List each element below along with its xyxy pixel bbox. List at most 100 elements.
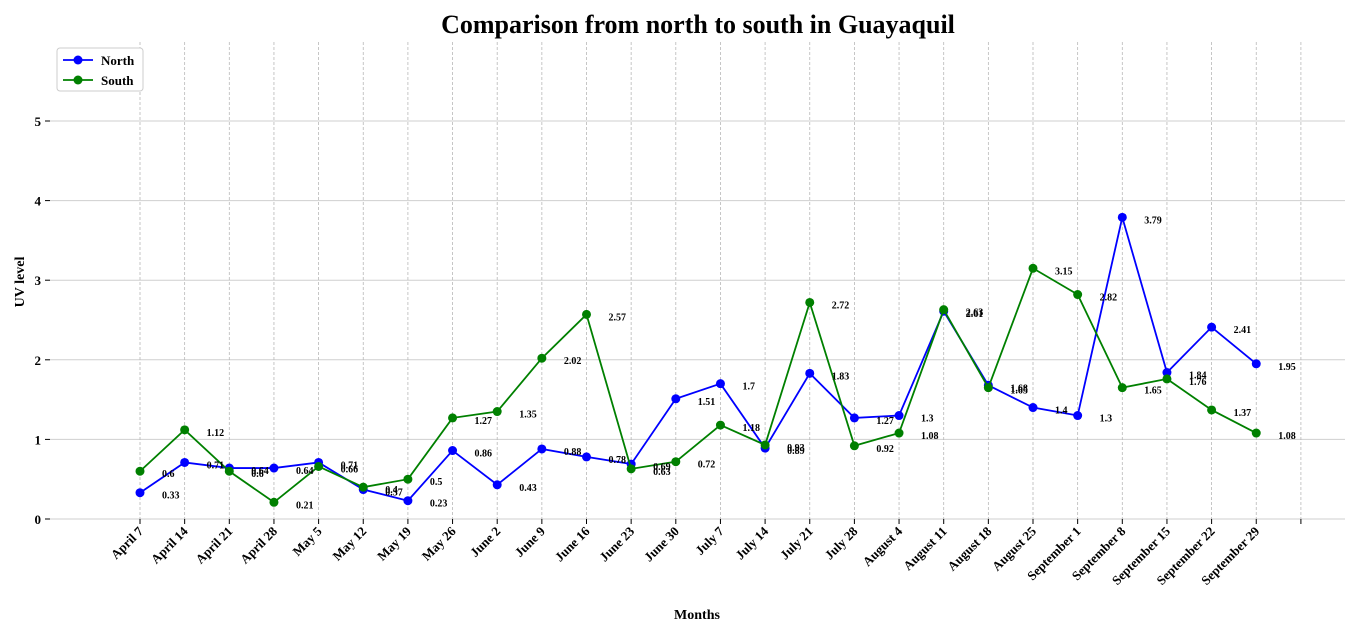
data-point-south	[1028, 263, 1038, 273]
data-label-south: 0.21	[296, 500, 314, 511]
grid	[50, 42, 1345, 520]
data-point-south	[582, 309, 591, 319]
x-tick-label: July 21	[777, 524, 816, 563]
data-label-north: 1.68	[1010, 383, 1028, 394]
data-point-north	[492, 480, 502, 490]
data-label-north: 1.3	[1100, 414, 1113, 425]
x-tick-label: May 19	[374, 523, 414, 563]
data-label-north: 1.3	[921, 414, 934, 425]
data-label-south: 1.35	[519, 410, 537, 421]
x-tick-label: June 9	[512, 523, 549, 560]
series-line-south	[139, 266, 1257, 504]
data-label-south: 1.37	[1234, 408, 1252, 419]
data-label-south: 0.4	[385, 485, 398, 496]
data-point-south	[492, 407, 502, 417]
data-point-south	[1073, 290, 1083, 300]
y-axis-label: UV level	[13, 257, 28, 308]
data-label-south: 0.6	[251, 469, 263, 480]
data-label-south: 1.65	[1144, 386, 1162, 397]
data-point-south	[894, 428, 904, 438]
data-point-south	[135, 466, 145, 476]
data-label-south: 0.93	[787, 443, 805, 454]
x-axis: April 7 April 14 April 21 April 28 May 5 May …	[108, 519, 1302, 588]
data-point-south	[314, 461, 324, 471]
data-label-south: 0.5	[430, 477, 443, 488]
data-label-north: 1.51	[698, 397, 716, 408]
data-label-north: 1.7	[742, 382, 755, 393]
data-point-north	[180, 457, 190, 467]
data-point-north	[448, 446, 458, 456]
x-tick-label: August 11	[900, 524, 950, 574]
chart-title: Comparison from north to south in Guayaq…	[441, 10, 955, 39]
data-label-north: 1.27	[876, 416, 894, 427]
data-point-north	[671, 394, 681, 404]
data-label-north: 0.71	[341, 460, 359, 471]
x-tick-label: May 12	[329, 524, 369, 564]
data-label-south: 1.08	[1278, 431, 1296, 442]
data-label-south: 1.76	[1189, 377, 1207, 388]
y-tick-label: 1	[35, 432, 42, 447]
data-label-south: 1.12	[207, 428, 225, 439]
data-point-south	[1117, 383, 1127, 393]
data-label-north: 0.88	[564, 447, 582, 458]
data-label-south: 0.6	[162, 469, 175, 480]
data-point-south	[939, 305, 949, 315]
x-tick-label: June 16	[552, 523, 593, 564]
data-label-north: 0.33	[162, 491, 180, 502]
data-label-north: 0.23	[430, 499, 448, 510]
data-point-north	[269, 463, 279, 473]
legend-label-south: South	[101, 73, 134, 88]
data-point-south	[805, 297, 815, 307]
data-label-north: 0.89	[787, 446, 805, 457]
data-point-south	[358, 482, 368, 492]
data-point-south	[403, 474, 413, 484]
y-axis: 0 1 2 3 4 5	[35, 114, 50, 527]
data-point-south	[671, 457, 681, 467]
data-label-north: 1.83	[832, 371, 850, 382]
x-tick-label: July 14	[732, 523, 771, 562]
x-tick-label: August 4	[860, 523, 906, 569]
x-tick-label: May 26	[419, 523, 459, 563]
data-point-south	[715, 420, 725, 430]
x-tick-label: June 23	[596, 523, 637, 564]
x-tick-label: July 28	[822, 523, 861, 562]
legend-label-north: North	[101, 53, 135, 68]
data-point-south	[1207, 405, 1217, 415]
data-point-south	[849, 441, 859, 451]
data-label-north: 0.71	[207, 460, 225, 471]
data-point-north	[1251, 359, 1261, 369]
data-point-south	[537, 353, 547, 363]
data-label-south: 1.08	[921, 431, 939, 442]
x-tick-label: June 2	[467, 524, 503, 560]
data-label-north: 1.95	[1278, 362, 1296, 373]
data-point-north	[715, 379, 725, 389]
x-tick-label: July 7	[692, 523, 727, 558]
data-label-north: 1.4	[1055, 406, 1068, 417]
y-tick-label: 5	[35, 114, 42, 129]
data-label-north: 3.79	[1144, 215, 1162, 226]
x-tick-label: May 5	[289, 523, 325, 559]
data-label-south: 2.57	[609, 312, 627, 323]
data-label-south: 1.65	[1010, 386, 1028, 397]
data-point-north	[582, 452, 591, 462]
data-point-north	[1162, 368, 1172, 378]
data-point-north	[403, 496, 413, 506]
x-tick-label: April 14	[148, 523, 191, 566]
data-point-north	[1073, 411, 1083, 421]
series-line-north	[139, 217, 1257, 502]
data-label-north: 2.61	[966, 309, 984, 320]
x-tick-label: April 7	[108, 523, 147, 562]
data-labels: 0.33 0.71 0.64 0.64 0.71 0.37 0.23 0.86 0.43 0.88…	[162, 215, 1296, 511]
data-point-south	[180, 425, 190, 435]
data-point-north	[1028, 403, 1038, 413]
data-label-north: 0.86	[475, 449, 493, 460]
data-label-north: 0.43	[519, 483, 537, 494]
x-axis-label: Months	[674, 608, 720, 623]
data-point-south	[760, 440, 770, 450]
x-tick-label: June 30	[641, 524, 682, 565]
data-label-south: 1.18	[742, 423, 760, 434]
data-point-south	[224, 466, 234, 476]
data-point-south	[448, 413, 458, 423]
legend-marker-south	[73, 75, 83, 85]
